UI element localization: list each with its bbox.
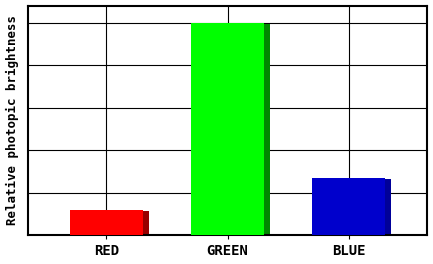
Bar <box>70 210 143 235</box>
Bar <box>76 211 149 235</box>
Bar <box>318 180 391 235</box>
Y-axis label: Relative photopic brightness: Relative photopic brightness <box>6 16 19 225</box>
Bar <box>197 24 270 235</box>
Bar <box>312 178 385 235</box>
Bar <box>191 23 264 235</box>
